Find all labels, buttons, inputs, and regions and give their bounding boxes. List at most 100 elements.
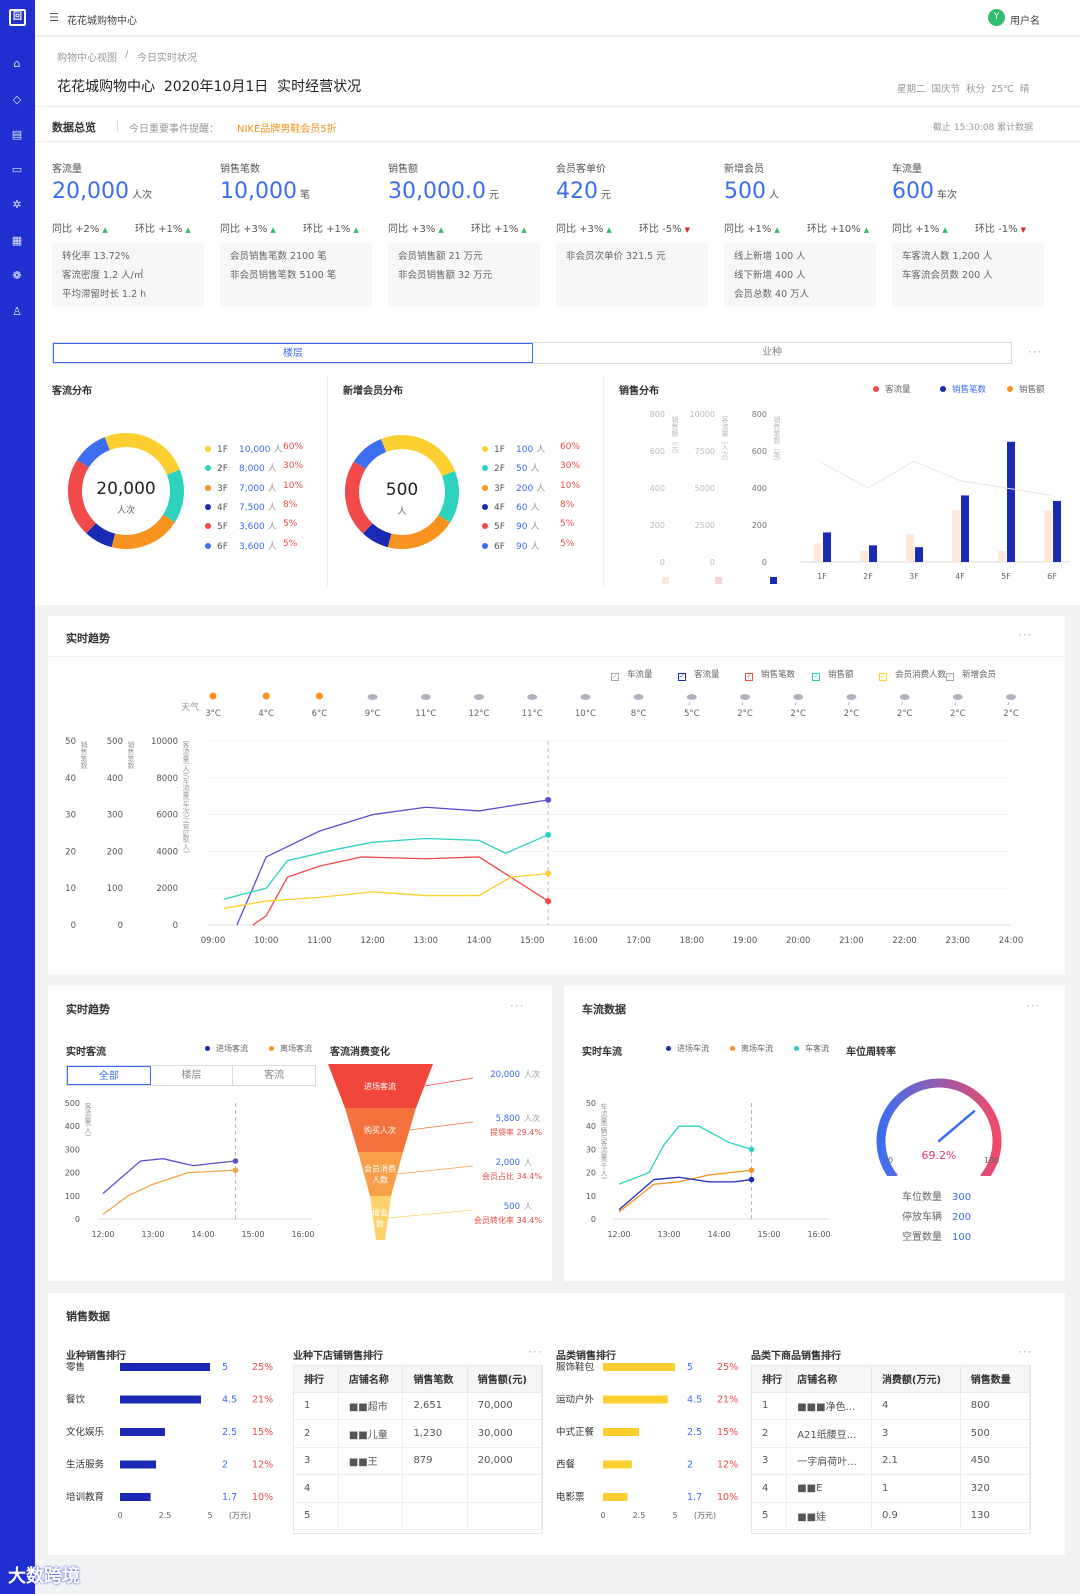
bar-sales-count[interactable] <box>961 495 969 562</box>
series-endpoint[interactable] <box>232 1158 239 1164</box>
bar-sales-count[interactable] <box>869 545 877 562</box>
rank-bar[interactable] <box>120 1363 210 1371</box>
notice-text[interactable]: NIKE品牌男鞋会员5折 <box>237 124 337 135</box>
legend-item[interactable]: ✓ 会员消费人数 <box>879 668 946 681</box>
more-options-icon[interactable]: ··· <box>510 999 525 1013</box>
donut-slice[interactable] <box>362 523 392 548</box>
bar-sales-count[interactable] <box>823 532 831 562</box>
trend-series-endpoint[interactable] <box>545 796 552 803</box>
legend-item[interactable]: 车客流 <box>794 1043 829 1054</box>
donut-slice[interactable] <box>162 469 184 523</box>
more-options-icon[interactable]: ··· <box>1026 999 1041 1013</box>
bar-sales-amount[interactable] <box>814 543 822 563</box>
donut-slice[interactable] <box>77 437 111 468</box>
legend-item[interactable]: 1F 100 人 60% <box>482 442 580 455</box>
donut-slice[interactable] <box>353 439 387 470</box>
more-options-icon[interactable]: ··· <box>1018 628 1033 642</box>
trend-series-line[interactable] <box>252 856 549 926</box>
bar-sales-amount[interactable] <box>906 534 914 562</box>
user-icon[interactable]: ♙ <box>12 305 22 318</box>
building-icon[interactable]: ▦ <box>11 234 23 247</box>
legend-item[interactable]: 5F 3,600 人 5% <box>205 519 297 532</box>
table-header-cell[interactable]: 排行 <box>752 1366 788 1393</box>
legend-item[interactable]: 销售笔数 <box>940 383 986 395</box>
table-row[interactable]: 3 一字肩荷叶... 2.1 450 <box>752 1447 1031 1475</box>
breadcrumb-item[interactable]: 今日实时状况 <box>137 53 197 64</box>
legend-item[interactable]: 2F 50 人 30% <box>482 461 580 474</box>
menu-toggle-icon[interactable]: ☰ <box>49 11 59 24</box>
legend-item[interactable]: 离场车流 <box>730 1043 773 1054</box>
home-icon[interactable]: ⌂ <box>13 57 21 70</box>
series-endpoint[interactable] <box>748 1176 755 1183</box>
legend-item[interactable]: 离场客流 <box>269 1043 312 1054</box>
bar-sales-count[interactable] <box>1007 441 1015 562</box>
tab-floor[interactable]: 楼层 <box>151 1066 234 1085</box>
table-header-cell[interactable]: 销售额(元) <box>467 1366 543 1393</box>
legend-item[interactable]: 客流量 <box>873 383 911 395</box>
funnel-stage[interactable] <box>370 1196 391 1240</box>
rank-bar[interactable] <box>120 1395 201 1404</box>
legend-item[interactable]: 5F 90 人 5% <box>482 519 574 532</box>
legend-item[interactable]: ✓ 车流量 <box>611 668 653 681</box>
legend-item[interactable]: ✓ 客流量 <box>678 668 720 681</box>
store-icon[interactable]: ▭ <box>11 163 23 176</box>
tab-traffic[interactable]: 客流 <box>264 1070 285 1081</box>
gear-icon[interactable]: ❁ <box>12 269 22 282</box>
legend-item[interactable]: 3F 200 人 10% <box>482 481 580 494</box>
series-line[interactable] <box>618 1176 752 1211</box>
legend-item[interactable]: 4F 60 人 8% <box>482 500 574 513</box>
series-endpoint[interactable] <box>748 1167 755 1174</box>
donut-slice[interactable] <box>68 459 97 534</box>
donut-slice[interactable] <box>104 433 180 476</box>
legend-item[interactable]: 进场车流 <box>666 1043 709 1054</box>
table-header-cell[interactable]: 销售数量 <box>960 1366 1031 1393</box>
legend-item[interactable]: 进场客流 <box>205 1043 248 1054</box>
legend-item[interactable]: ✓ 销售额 <box>812 668 854 681</box>
bar-sales-count[interactable] <box>915 547 923 562</box>
table-row[interactable]: 4 <box>294 1474 543 1503</box>
legend-item[interactable]: 销售额 <box>1007 383 1045 395</box>
series-endpoint[interactable] <box>748 1146 755 1153</box>
table-row[interactable]: 1 ■■超市 2,651 70,000 <box>294 1392 543 1420</box>
legend-item[interactable]: ✓ 新增会员 <box>946 668 996 681</box>
table-header-cell[interactable]: 排行 <box>294 1366 339 1393</box>
rank-bar[interactable] <box>603 1363 675 1371</box>
table-row[interactable]: 4 ■■E 1 320 <box>752 1474 1031 1503</box>
table-row[interactable]: 5 ■■娃 0.9 130 <box>752 1502 1031 1530</box>
legend-item[interactable]: 1F 10,000 人 60% <box>205 442 303 455</box>
tab-all[interactable]: 全部 <box>67 1066 151 1085</box>
legend-checkbox-icon[interactable]: ✓ <box>879 673 887 681</box>
series-endpoint[interactable] <box>232 1167 239 1174</box>
legend-item[interactable]: 4F 7,500 人 8% <box>205 500 297 513</box>
funnel-stage[interactable] <box>328 1064 433 1108</box>
legend-checkbox-icon[interactable]: ✓ <box>611 673 619 681</box>
document-icon[interactable]: ▤ <box>11 128 23 141</box>
tab-category[interactable]: 业种 <box>762 347 782 358</box>
legend-item[interactable]: 2F 8,000 人 30% <box>205 461 303 474</box>
table-row[interactable]: 5 <box>294 1502 543 1530</box>
trend-series-endpoint[interactable] <box>545 870 552 877</box>
table-row[interactable]: 2 A21纸腰豆... 3 500 <box>752 1419 1031 1448</box>
legend-item[interactable]: 3F 7,000 人 10% <box>205 481 303 494</box>
bar-sales-amount[interactable] <box>860 550 868 562</box>
donut-slice[interactable] <box>387 514 451 549</box>
donut-slice[interactable] <box>86 522 116 548</box>
app-logo-icon[interactable]: 回 <box>9 9 26 26</box>
series-line[interactable] <box>618 1169 752 1213</box>
tab-floor[interactable]: 楼层 <box>53 343 533 363</box>
legend-checkbox-icon[interactable]: ✓ <box>745 673 753 681</box>
funnel-stage[interactable] <box>345 1108 416 1152</box>
more-options-icon[interactable]: ··· <box>528 1345 543 1359</box>
bar-sales-amount[interactable] <box>1044 510 1052 562</box>
series-line[interactable] <box>102 1158 236 1194</box>
donut-slice[interactable] <box>438 471 459 523</box>
series-line[interactable] <box>618 1125 752 1185</box>
table-header-cell[interactable]: 销售笔数 <box>402 1366 468 1393</box>
avatar[interactable]: Y <box>988 9 1005 26</box>
rank-bar[interactable] <box>120 1460 156 1469</box>
legend-checkbox-icon[interactable]: ✓ <box>812 673 820 681</box>
trend-series-endpoint[interactable] <box>545 831 552 838</box>
table-row[interactable]: 1 ■■■净色... 4 800 <box>752 1392 1031 1420</box>
legend-item[interactable]: 6F 90 人 5% <box>482 539 574 552</box>
rank-bar[interactable] <box>120 1428 165 1436</box>
